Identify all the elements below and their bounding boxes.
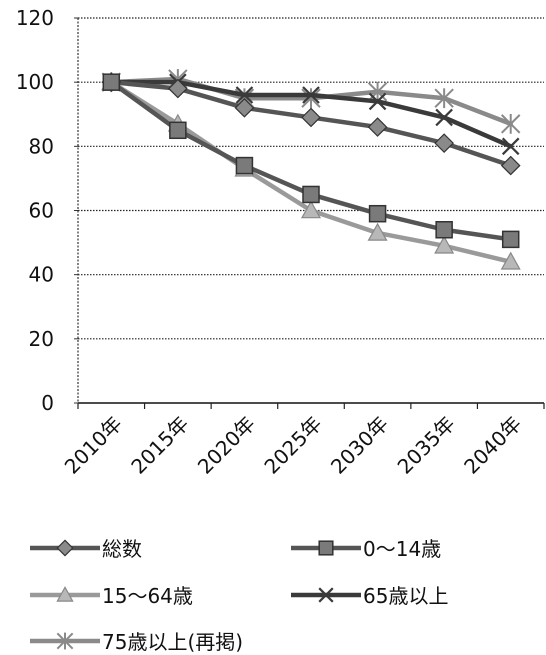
y-tick-label-80: 80 <box>29 134 54 158</box>
series-0-point-6 <box>500 155 521 176</box>
legend-marker-2 <box>56 586 74 602</box>
y-tick-label-40: 40 <box>29 263 54 287</box>
y-axis-ticks: 0 20 40 60 80 100 120 <box>16 6 78 415</box>
legend: 総数 0～14歳 15～64歳 65歳以上 75歳以上(再掲) <box>30 537 448 654</box>
series-2-point-3 <box>300 200 322 219</box>
series-1-point-0 <box>102 73 121 91</box>
series-2-point-4 <box>367 222 388 241</box>
legend-marker-3 <box>318 587 334 603</box>
series-0-point-3 <box>301 107 321 128</box>
legend-marker-0 <box>56 539 74 557</box>
legend-label-3: 65歳以上 <box>363 584 448 608</box>
legend-label-4: 75歳以上(再掲) <box>102 630 243 654</box>
series-lines <box>101 69 521 270</box>
series-1-point-6 <box>501 230 520 249</box>
y-tick-label-0: 0 <box>41 391 54 415</box>
series-1 <box>102 73 520 249</box>
series-3-point-5 <box>435 108 453 127</box>
legend-item-1: 0～14歳 <box>291 537 441 561</box>
legend-item-3: 65歳以上 <box>291 584 448 608</box>
series-3-point-6 <box>501 137 520 156</box>
series-4-point-6 <box>501 113 521 134</box>
series-1-point-1 <box>169 121 187 140</box>
series-1-point-5 <box>435 221 453 239</box>
series-0-point-4 <box>367 117 388 137</box>
series-0-point-1 <box>168 78 188 99</box>
legend-item-0: 総数 <box>30 537 142 561</box>
series-4-point-4 <box>367 81 388 102</box>
series-1-point-3 <box>302 185 320 204</box>
x-tick-label-2035年: 2035年 <box>393 412 460 479</box>
legend-label-0: 総数 <box>102 537 142 561</box>
y-tick-label-20: 20 <box>29 327 54 351</box>
series-0-point-2 <box>234 97 255 118</box>
series-1-point-4 <box>368 204 387 223</box>
x-tick-label-2015年: 2015年 <box>126 412 193 479</box>
legend-label-1: 0～14歳 <box>363 537 441 561</box>
series-3-point-4 <box>368 92 387 111</box>
x-tick-label-2010年: 2010年 <box>60 412 127 479</box>
y-tick-label-120: 120 <box>16 6 54 30</box>
series-2-point-6 <box>500 251 521 270</box>
x-tick-label-2020年: 2020年 <box>193 412 260 479</box>
series-0-point-5 <box>434 133 454 153</box>
series-3-point-3 <box>302 86 320 104</box>
y-tick-label-60: 60 <box>29 199 54 223</box>
series-1-point-2 <box>235 156 254 175</box>
x-axis-ticks: 2010年 2015年 2020年 2025年 2030年 2035年 2040年 <box>60 403 545 479</box>
series-4-point-5 <box>434 88 454 109</box>
legend-label-2: 15～64歳 <box>102 584 193 608</box>
series-3-point-2 <box>235 86 254 104</box>
y-tick-label-100: 100 <box>16 70 54 94</box>
series-2-point-5 <box>434 235 455 254</box>
legend-item-2: 15～64歳 <box>30 584 193 608</box>
series-4-point-3 <box>301 88 321 109</box>
legend-item-4: 75歳以上(再掲) <box>30 630 243 654</box>
x-tick-label-2025年: 2025年 <box>259 412 326 479</box>
x-tick-label-2040年: 2040年 <box>459 412 526 479</box>
legend-marker-1 <box>318 540 334 556</box>
x-tick-label-2030年: 2030年 <box>326 412 393 479</box>
gridlines <box>78 17 544 340</box>
legend-marker-4 <box>56 632 74 650</box>
